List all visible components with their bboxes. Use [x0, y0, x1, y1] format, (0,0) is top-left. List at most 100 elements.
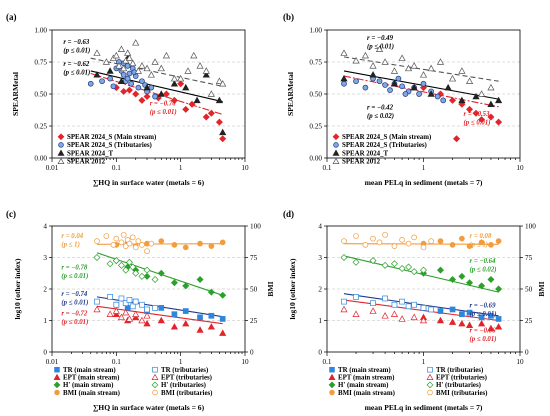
data-point [427, 90, 435, 97]
x-tick-label: 1 [422, 358, 426, 366]
data-point [132, 39, 140, 46]
data-point [427, 64, 435, 72]
data-point [208, 243, 215, 250]
data-point [126, 297, 133, 303]
data-point [390, 310, 399, 317]
legend-label: SPEAR 2012 [342, 159, 381, 166]
correlation-annotation: r = −0.42 [367, 104, 394, 111]
y-tick-label: 0.25 [34, 123, 47, 131]
legend-label: SPEAR 2024_T [67, 150, 114, 157]
data-point [152, 305, 158, 311]
data-point [143, 64, 151, 72]
data-point [219, 316, 226, 322]
data-point [125, 54, 134, 61]
legend-label: TR (tributaries) [161, 367, 208, 374]
legend-marker [57, 149, 65, 156]
data-point [436, 58, 445, 65]
y2-tick-label: 50 [525, 286, 533, 294]
data-point [487, 100, 495, 107]
data-point [219, 239, 226, 246]
data-point [120, 71, 127, 78]
data-point [405, 263, 413, 271]
y2-tick-label: 50 [250, 286, 258, 294]
data-point [420, 244, 427, 251]
y2-tick-label: 100 [250, 223, 261, 231]
data-point [144, 248, 150, 255]
data-point [340, 49, 348, 56]
data-point [352, 310, 360, 317]
data-point [215, 77, 223, 84]
y-tick-label: 0.75 [34, 59, 47, 67]
trendline [90, 57, 223, 87]
data-point [353, 294, 359, 300]
y-tick-label: 0.50 [34, 91, 47, 99]
correlation-annotation: (p ≤ 0.01) [63, 69, 90, 76]
data-point [93, 254, 101, 261]
data-point [135, 238, 142, 244]
data-point [182, 308, 189, 314]
legend-marker [332, 149, 340, 156]
data-point [381, 58, 389, 65]
correlation-annotation: (p ≤ 0.01) [470, 336, 497, 343]
data-point [122, 300, 129, 307]
x-tick-label: 10 [516, 358, 524, 366]
correlation-annotation: (p ≤ 1) [470, 241, 488, 248]
data-point [148, 240, 155, 247]
data-point [143, 266, 151, 274]
data-point [208, 312, 215, 319]
data-point [398, 265, 406, 273]
data-point [112, 51, 120, 59]
data-point [202, 67, 210, 74]
data-point [107, 75, 113, 82]
data-point [124, 75, 131, 82]
data-point [207, 90, 215, 97]
trendline [343, 75, 499, 108]
data-point [405, 303, 412, 310]
data-point [94, 238, 100, 244]
x-tick-label: 0.1 [323, 164, 332, 172]
data-point [125, 258, 133, 266]
correlation-annotation: (p ≤ 0.02) [470, 267, 497, 274]
correlation-annotation: r = −0.49 [367, 35, 394, 42]
data-point [382, 82, 388, 88]
chart-panel: (d) 0 1 2 3 4 0 25 50 75 100 0.1 1 10 mean PELq in sed… [283, 209, 546, 412]
data-point [361, 51, 369, 59]
data-point [398, 315, 406, 322]
data-point [458, 96, 466, 104]
legend-label: TR (main stream) [63, 367, 116, 374]
data-point [411, 234, 417, 241]
data-point [151, 58, 159, 65]
y-tick-label: 1 [43, 317, 47, 325]
legend-label: SPEAR 2012 [67, 159, 106, 166]
data-point [134, 67, 142, 74]
data-point [202, 71, 210, 78]
data-point [466, 243, 473, 250]
data-point [126, 240, 133, 247]
x-axis-title: ∑HQ in surface water (metals = 6) [93, 178, 205, 187]
correlation-annotation: (p ≤ 0.01) [61, 299, 88, 306]
data-point [132, 90, 140, 98]
correlation-annotation: r = −0.62 [63, 61, 90, 68]
data-point [478, 116, 486, 124]
data-point [122, 308, 130, 316]
data-point [399, 237, 405, 243]
legend-marker [151, 373, 159, 380]
chart-panel: (b) 0.00 0.25 0.50 0.75 1.00 0.1 1 10 mean PELq i… [283, 12, 524, 187]
data-point [170, 74, 179, 82]
data-point [410, 313, 418, 321]
correlation-annotation: r = −0.72 [61, 310, 88, 317]
data-point [207, 109, 215, 117]
data-point [117, 261, 125, 269]
data-point [399, 83, 405, 90]
legend-marker [58, 142, 64, 148]
x-axis-title: ∑HQ in surface water (metals = 6) [93, 403, 205, 412]
data-point [138, 316, 146, 324]
data-point [448, 318, 457, 325]
data-point [115, 62, 123, 69]
legend-label: SPEAR 2024_S (Main stream) [342, 134, 431, 141]
legend-label: BMI (main stream) [338, 390, 395, 397]
plot-area [326, 29, 521, 159]
data-point [118, 239, 125, 246]
data-point [182, 282, 190, 290]
